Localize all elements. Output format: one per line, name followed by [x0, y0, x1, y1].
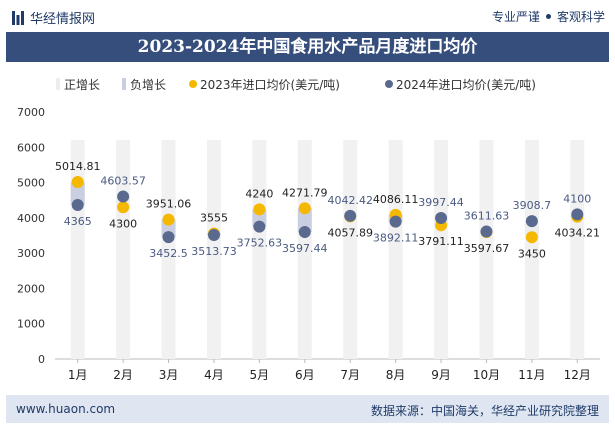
point-2024	[253, 220, 266, 233]
slogan-1: 专业严谨	[491, 10, 540, 24]
change-bar	[297, 208, 312, 233]
label-2024-4: 3752.63	[237, 237, 283, 250]
y-tick-label-4: 4000	[17, 212, 45, 225]
label-2023-0: 5014.81	[55, 160, 101, 173]
x-tick-label-7: 8月	[386, 368, 406, 382]
footer: www.huaon.com 数据来源：中国海关，华经产业研究院整理	[6, 395, 609, 423]
legend-label-3: 2024年进口均价(美元/吨)	[396, 78, 536, 92]
y-tick-label-2: 2000	[17, 282, 45, 295]
chart-title: 2023-2024年中国食用水产品月度进口均价	[6, 32, 609, 62]
footer-website[interactable]: www.huaon.com	[16, 402, 116, 416]
label-2024-6: 4042.42	[327, 194, 373, 207]
change-bar	[70, 182, 85, 205]
label-2024-8: 3997.44	[418, 196, 464, 209]
point-2024	[117, 190, 130, 203]
bg-bar	[524, 140, 539, 359]
legend-marker-1	[122, 78, 126, 90]
bg-bar	[252, 140, 267, 359]
x-tick-label-10: 11月	[518, 368, 545, 382]
x-tick-label-8: 9月	[431, 368, 451, 382]
bg-bar	[116, 140, 131, 359]
bg-bar	[388, 140, 403, 359]
x-tick-label-3: 4月	[204, 368, 224, 382]
bg-bar	[434, 140, 449, 359]
label-2023-4: 4240	[245, 187, 273, 200]
label-2023-5: 4271.79	[282, 186, 328, 199]
x-tick-label-6: 7月	[340, 368, 360, 382]
label-2023-1: 4300	[109, 217, 137, 230]
x-tick-label-0: 1月	[68, 368, 88, 382]
label-2024-5: 3597.44	[282, 242, 328, 255]
slogan: 专业严谨 客观科学	[492, 8, 605, 25]
point-2024	[389, 215, 402, 228]
x-tick-label-4: 5月	[250, 368, 270, 382]
label-2023-8: 3791.11	[418, 235, 464, 248]
bg-bar	[343, 140, 358, 359]
label-2023-9: 3597.67	[464, 242, 510, 255]
point-2024	[71, 198, 84, 211]
point-2024	[162, 231, 175, 244]
legend-marker-0	[56, 78, 60, 90]
label-2023-6: 4057.89	[327, 226, 373, 239]
point-2024	[435, 211, 448, 224]
label-2023-2: 3951.06	[146, 198, 192, 211]
slogan-dot-icon	[545, 14, 551, 19]
point-2023	[253, 203, 266, 216]
point-2024	[571, 208, 584, 221]
legend-label-0: 正增长	[64, 78, 100, 92]
point-2024	[344, 209, 357, 222]
brand-logo-icon	[12, 11, 24, 25]
label-2024-2: 3452.5	[149, 247, 188, 260]
y-tick-label-7: 7000	[17, 106, 45, 119]
bg-bar	[161, 140, 176, 359]
point-2024	[480, 225, 493, 238]
brand-name: 华经情报网	[30, 12, 96, 27]
point-2023	[525, 231, 538, 244]
label-2024-3: 3513.73	[191, 245, 237, 258]
x-tick-label-2: 3月	[159, 368, 179, 382]
label-2023-7: 4086.11	[373, 193, 419, 206]
x-tick-label-11: 12月	[564, 368, 591, 382]
label-2024-7: 3892.11	[373, 232, 419, 245]
point-2023	[117, 201, 130, 214]
y-tick-label-0: 0	[38, 353, 45, 366]
y-tick-label-6: 6000	[17, 141, 45, 154]
legend-marker-3	[385, 80, 393, 88]
slogan-2: 客观科学	[556, 10, 605, 24]
legend-label-2: 2023年进口均价(美元/吨)	[200, 78, 340, 92]
legend-label-1: 负增长	[130, 78, 166, 92]
x-tick-label-5: 6月	[295, 368, 315, 382]
top-bar: 华经情报网 专业严谨 客观科学	[0, 0, 615, 32]
bg-bar	[206, 140, 221, 359]
label-2023-10: 3450	[518, 247, 546, 260]
label-2023-3: 3555	[200, 212, 228, 225]
legend-marker-2	[189, 80, 197, 88]
bg-bar	[297, 140, 312, 359]
point-2023	[162, 213, 175, 226]
x-tick-label-1: 2月	[113, 368, 133, 382]
label-2024-10: 3908.7	[513, 199, 552, 212]
label-2024-9: 3611.63	[464, 210, 510, 223]
point-2024	[207, 229, 220, 242]
y-tick-label-5: 5000	[17, 177, 45, 190]
y-tick-label-3: 3000	[17, 247, 45, 260]
brand[interactable]: 华经情报网	[12, 8, 95, 27]
x-tick-label-9: 10月	[473, 368, 500, 382]
label-2024-0: 4365	[64, 215, 92, 228]
y-tick-label-1: 1000	[17, 318, 45, 331]
label-2024-1: 4603.57	[100, 175, 146, 188]
point-2024	[298, 226, 311, 239]
point-2023	[298, 202, 311, 215]
bg-bar	[570, 140, 585, 359]
label-2023-11: 4034.21	[555, 227, 601, 240]
label-2024-11: 4100	[563, 192, 591, 205]
footer-source: 数据来源：中国海关，华经产业研究院整理	[370, 404, 599, 418]
point-2023	[71, 176, 84, 189]
bg-bar	[479, 140, 494, 359]
point-2024	[525, 215, 538, 228]
